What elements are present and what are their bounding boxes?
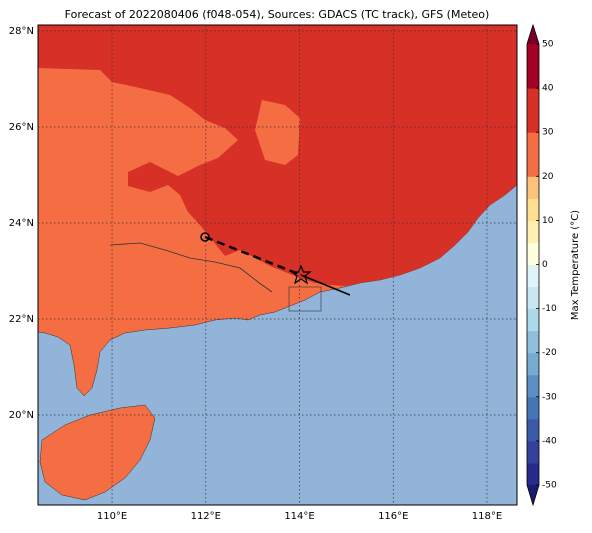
colorbar-segment	[527, 374, 539, 398]
colorbar-segment	[527, 220, 539, 243]
colorbar-tick-label: -30	[542, 392, 557, 402]
forecast-track	[204, 235, 302, 277]
past-track	[300, 274, 351, 296]
x-tick-label: 114°E	[284, 511, 314, 522]
colorbar-label: Max Temperature (°C)	[570, 210, 581, 320]
storm-position	[290, 264, 312, 285]
colorbar-segment	[527, 198, 539, 221]
colorbar-segment	[527, 110, 539, 133]
hainan	[39, 404, 156, 501]
colorbar-tick-label: -40	[542, 436, 557, 446]
x-tick-label: 110°E	[97, 511, 127, 522]
y-tick-label: 26°N	[9, 122, 34, 133]
border	[109, 242, 273, 293]
colorbar-segment	[527, 352, 539, 376]
map	[37, 24, 518, 505]
map-title: Forecast of 2022080406 (f048-054), Sourc…	[65, 8, 490, 21]
map-frame	[37, 24, 518, 506]
axes: 110°E 112°E 114°E 116°E 118°E 20°N 22°N 24°N 26°…	[9, 25, 517, 522]
colorbar-segment	[527, 396, 539, 420]
y-tick-label: 28°N	[9, 26, 34, 37]
colorbar-tick-label: -50	[542, 481, 557, 491]
colorbar-segment	[527, 44, 539, 67]
colorbar-tick-label: 50	[542, 40, 554, 50]
city-box	[288, 286, 322, 312]
colorbar-segment	[527, 330, 539, 354]
track-start	[200, 232, 210, 242]
colorbar: -50 -40 -30 -20 -10 0 10 20 30 40 50	[526, 23, 557, 507]
colorbar-tick-label: -10	[542, 304, 557, 314]
x-tick-label: 116°E	[378, 511, 408, 522]
x-tick-label: 112°E	[191, 511, 221, 522]
warm-patch	[228, 290, 255, 315]
colorbar-segment	[527, 440, 539, 464]
colorbar-segment	[527, 418, 539, 442]
colorbar-tick-label: 30	[542, 128, 554, 138]
colorbar-tick-label: 20	[542, 172, 554, 182]
colorbar-under	[527, 485, 539, 505]
x-tick-label: 118°E	[472, 511, 502, 522]
colorbar-segment	[527, 88, 539, 111]
y-tick-label: 24°N	[9, 218, 34, 229]
colorbar-segment	[527, 176, 539, 199]
cool-patch	[255, 100, 300, 165]
colorbar-over	[527, 25, 539, 44]
y-tick-label: 20°N	[9, 410, 34, 421]
colorbar-segment	[527, 264, 539, 288]
colorbar-segment	[527, 132, 539, 155]
colorbar-segment	[527, 286, 539, 310]
y-tick-label: 22°N	[9, 314, 34, 325]
colorbar-tick-label: 10	[542, 216, 554, 226]
colorbar-segment	[527, 154, 539, 177]
colorbar-tick-label: 40	[542, 84, 554, 94]
colorbar-tick-label: -20	[542, 348, 557, 358]
colorbar-segment	[527, 462, 539, 486]
colorbar-segment	[527, 66, 539, 89]
colorbar-segment	[527, 308, 539, 332]
colorbar-segment	[527, 242, 539, 265]
colorbar-tick-label: 0	[542, 260, 548, 270]
